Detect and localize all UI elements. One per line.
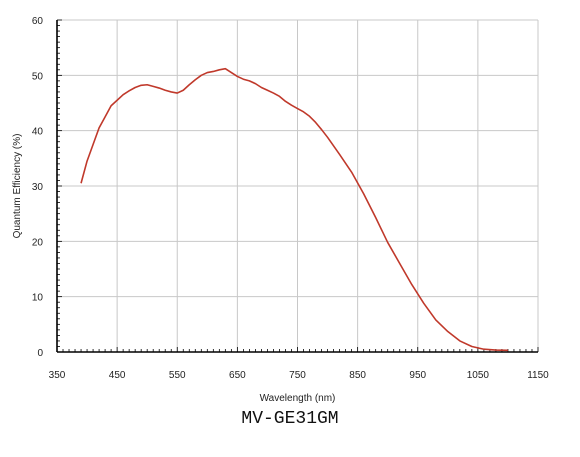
x-tick-label: 550 (169, 370, 186, 381)
x-tick-label: 450 (109, 370, 126, 381)
series-layer (80, 67, 508, 352)
x-tick-label: 1150 (527, 370, 549, 381)
y-axis-title: Quantum Efficiency (%) (12, 134, 23, 239)
y-tick-label: 10 (32, 293, 44, 304)
series-line-0 (80, 67, 508, 352)
y-tick-label: 30 (32, 182, 44, 193)
x-tick-label: 950 (409, 370, 426, 381)
y-tick-label: 40 (32, 127, 44, 138)
y-tick-label: 60 (32, 16, 44, 27)
camera-model-caption: MV-GE31GM (241, 409, 339, 429)
y-tick-label: 20 (32, 237, 44, 248)
grid (57, 19, 539, 352)
x-tick-label: 650 (229, 370, 246, 381)
y-tick-label: 50 (32, 71, 44, 82)
y-tick-label: 0 (37, 348, 43, 359)
x-axis-title: Wavelength (nm) (260, 393, 336, 404)
x-tick-label: 1050 (467, 370, 490, 381)
ticks: 350 450 550 650 750 850 950 1050 1150 0 10 20 30 40 50… (32, 16, 549, 381)
x-tick-label: 850 (349, 370, 366, 381)
x-tick-label: 750 (289, 370, 306, 381)
x-tick-label: 350 (49, 370, 66, 381)
